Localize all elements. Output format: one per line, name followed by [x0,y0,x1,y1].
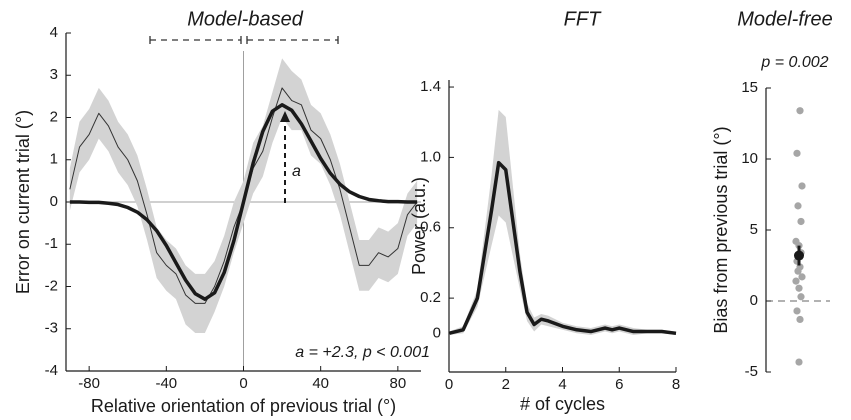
y-tick-label: -5 [745,363,758,380]
y-tick-label: -4 [45,362,58,379]
panel: Model-based Error on current trial (°) Rel… [13,8,430,415]
data-point [798,182,806,190]
data-point [797,217,805,226]
y-tick-label: 4 [50,24,58,41]
annotation: p = 0.002 [760,54,828,71]
y-axis-label: Error on current trial (°) [13,110,33,294]
y-tick-label: 0 [433,324,441,341]
panel-title: Model-free [737,8,833,30]
x-tick-label: 2 [502,376,510,393]
x-tick-label: -80 [78,375,100,392]
y-tick-label: 0 [750,292,758,309]
y-tick-label: 5 [750,221,758,238]
x-tick-label: 8 [672,376,680,393]
x-tick-label: 40 [312,375,329,392]
y-tick-label: 1.4 [420,78,441,95]
x-tick-label: 0 [445,376,453,393]
panel-title: FFT [564,8,602,30]
y-tick-label: 2 [50,108,58,125]
data-point [798,273,806,281]
y-tick-label: -1 [45,235,58,252]
x-tick-label: 6 [615,376,623,393]
bracket [149,36,339,44]
data-point [796,107,804,115]
arrow-head [280,111,290,122]
y-axis-label: Bias from previous trial (°) [711,126,731,333]
y-tick-label: 0.2 [420,289,441,306]
y-tick-label: 10 [741,150,758,167]
y-tick-label: 1 [50,151,58,168]
data-point [793,307,801,315]
y-tick-label: -2 [45,277,58,294]
y-tick-label: 1.0 [420,148,441,165]
mean-point [794,250,804,261]
series-line [69,103,418,301]
data-point [795,284,803,292]
y-tick-label: 0 [50,193,58,210]
error-band [449,109,676,336]
y-axis-label: Power (a.u.) [409,177,429,275]
data-point [794,202,802,210]
data-point [793,149,801,157]
x-tick-label: 4 [558,376,566,393]
y-tick-label: -3 [45,320,58,337]
y-tick-label: 0.6 [420,219,441,236]
panel: Model-free Bias from previous trial (°) -5… [711,8,833,380]
y-tick-label: 15 [741,79,758,96]
annotation: a = +2.3, p < 0.001 [295,344,430,361]
x-axis-label: # of cycles [520,394,605,414]
y-tick-label: 3 [50,66,58,83]
data-point [796,315,804,324]
annotation: a [292,163,301,180]
panel: FFT Power (a.u.) # of cycles 0 0.2 0.6 1.0 1.4 0… [409,8,680,413]
data-point [797,293,805,301]
x-tick-label: 0 [239,375,247,392]
x-tick-label: -40 [155,375,177,392]
data-point [794,267,802,275]
data-point [792,277,800,285]
x-tick-label: 80 [390,375,407,392]
series-line [448,160,677,336]
data-point [795,358,803,366]
x-axis-label: Relative orientation of previous trial (… [91,396,396,416]
panel-title: Model-based [187,8,304,30]
